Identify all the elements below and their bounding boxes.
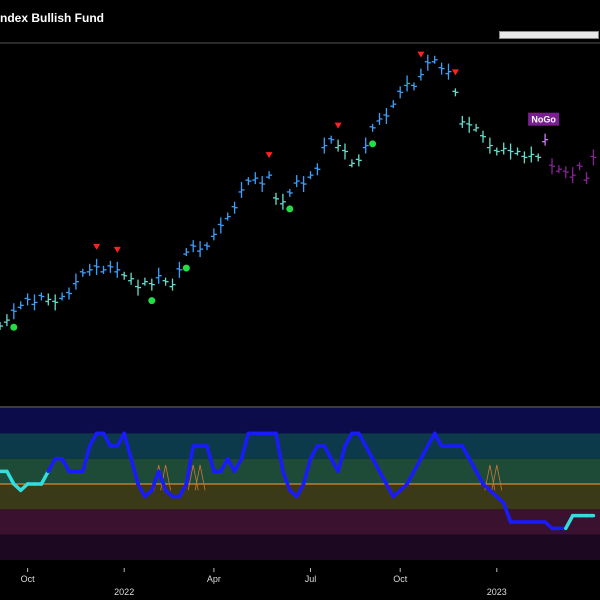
oscillator-segment xyxy=(336,444,347,474)
oscillator-segment xyxy=(363,444,375,461)
oscillator-spike xyxy=(491,464,503,491)
oscillator-band xyxy=(0,458,600,484)
oscillator-segment xyxy=(301,456,313,486)
go-dot-icon xyxy=(10,323,18,331)
oscillator-segment xyxy=(239,431,251,461)
oscillator-segment xyxy=(308,444,320,461)
oscillator-segment xyxy=(177,482,189,499)
down-triangle-icon xyxy=(417,51,425,58)
oscillator-segment xyxy=(467,456,478,474)
oscillator-segment xyxy=(405,469,416,486)
oscillator-segment xyxy=(384,482,396,499)
oscillator-band xyxy=(0,408,600,434)
oscillator-segment xyxy=(474,469,485,486)
oscillator-segment xyxy=(87,431,99,448)
oscillator-segment xyxy=(432,431,444,448)
oscillator-segment xyxy=(205,444,216,474)
oscillator-segment xyxy=(412,456,423,474)
oscillator-segment xyxy=(343,431,354,448)
oscillator-spike xyxy=(194,464,206,491)
chart-title: ndex Bullish Fund xyxy=(0,11,104,25)
go-dot-icon xyxy=(286,205,294,213)
oscillator-band xyxy=(0,509,600,535)
oscillator-segment xyxy=(129,456,140,486)
oscillator-segment xyxy=(150,469,161,493)
oscillator-segment xyxy=(370,456,382,474)
oscillator-band xyxy=(0,534,600,560)
price-bars xyxy=(0,54,597,331)
x-tick-label: 2023 xyxy=(487,587,507,597)
oscillator-segment xyxy=(136,482,147,499)
go-dot-icon xyxy=(369,140,377,148)
oscillator-panel xyxy=(0,408,600,560)
oscillator-segment xyxy=(156,469,168,493)
oscillator-segment xyxy=(232,456,244,474)
scrollbar[interactable] xyxy=(499,31,599,39)
oscillator-segment xyxy=(219,456,230,474)
oscillator-segment xyxy=(419,444,430,461)
oscillator-segment xyxy=(46,456,57,474)
oscillator-segment xyxy=(81,444,92,474)
oscillator-segment xyxy=(184,444,195,486)
oscillator-segment xyxy=(377,469,389,486)
down-triangle-icon xyxy=(113,246,121,253)
oscillator-line xyxy=(0,431,596,531)
go-dot-icon xyxy=(148,297,156,305)
oscillator-segment xyxy=(274,431,285,474)
oscillator-segment xyxy=(460,444,471,461)
oscillator-segment xyxy=(225,456,237,474)
down-triangle-icon xyxy=(93,243,101,250)
go-dot-icon xyxy=(182,264,190,272)
down-triangle-icon xyxy=(451,69,459,76)
oscillator-segment xyxy=(281,469,292,493)
oscillator-segment xyxy=(564,513,575,531)
x-axis: Oct 2022 Apr Jul Oct 2023 xyxy=(21,568,507,597)
oscillator-segment xyxy=(122,431,133,461)
signal-markers: NoGo xyxy=(10,51,560,331)
oscillator-band xyxy=(0,433,600,459)
oscillator-segment xyxy=(60,456,71,474)
oscillator-segment xyxy=(322,444,333,461)
x-tick-label: Oct xyxy=(393,574,408,584)
oscillator-segment xyxy=(426,431,437,448)
nogo-label: NoGo xyxy=(531,115,556,125)
oscillator-segment xyxy=(501,501,513,524)
oscillator-segment xyxy=(39,469,51,486)
nogo-label-box xyxy=(528,112,560,126)
oscillator-segment xyxy=(101,431,113,448)
price-panel xyxy=(0,42,600,408)
x-tick-label: Oct xyxy=(21,574,36,584)
x-tick-label: 2022 xyxy=(114,587,134,597)
oscillator-segment xyxy=(5,469,16,486)
down-triangle-icon xyxy=(265,152,273,159)
down-triangle-icon xyxy=(334,122,342,129)
x-tick-label: Jul xyxy=(305,574,317,584)
x-tick-label: Apr xyxy=(207,574,221,584)
oscillator-segment xyxy=(357,431,368,448)
oscillator-segment xyxy=(294,482,306,499)
